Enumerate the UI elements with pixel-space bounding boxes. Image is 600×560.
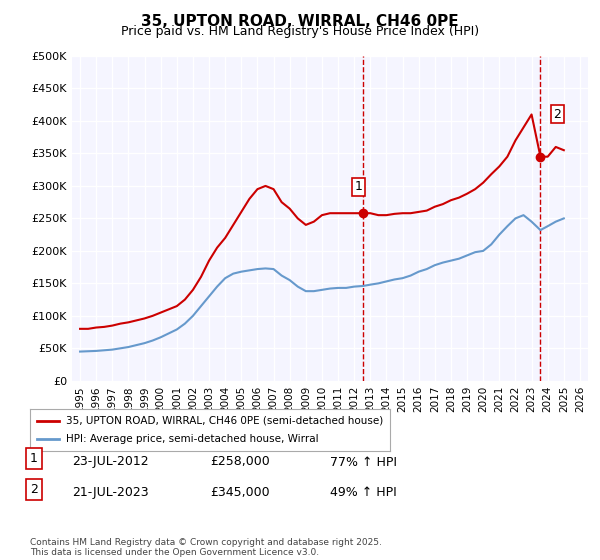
- Text: 1: 1: [30, 452, 38, 465]
- Text: 49% ↑ HPI: 49% ↑ HPI: [330, 486, 397, 500]
- Text: 35, UPTON ROAD, WIRRAL, CH46 0PE (semi-detached house): 35, UPTON ROAD, WIRRAL, CH46 0PE (semi-d…: [66, 416, 383, 426]
- Text: £258,000: £258,000: [210, 455, 270, 469]
- Text: Price paid vs. HM Land Registry's House Price Index (HPI): Price paid vs. HM Land Registry's House …: [121, 25, 479, 38]
- Text: Contains HM Land Registry data © Crown copyright and database right 2025.
This d: Contains HM Land Registry data © Crown c…: [30, 538, 382, 557]
- Text: £345,000: £345,000: [210, 486, 269, 500]
- Text: 1: 1: [355, 180, 363, 193]
- Text: 21-JUL-2023: 21-JUL-2023: [72, 486, 149, 500]
- Text: 77% ↑ HPI: 77% ↑ HPI: [330, 455, 397, 469]
- Text: HPI: Average price, semi-detached house, Wirral: HPI: Average price, semi-detached house,…: [66, 434, 319, 444]
- Text: 2: 2: [553, 108, 561, 121]
- Text: 35, UPTON ROAD, WIRRAL, CH46 0PE: 35, UPTON ROAD, WIRRAL, CH46 0PE: [141, 14, 459, 29]
- Text: 23-JUL-2012: 23-JUL-2012: [72, 455, 149, 469]
- Text: 2: 2: [30, 483, 38, 496]
